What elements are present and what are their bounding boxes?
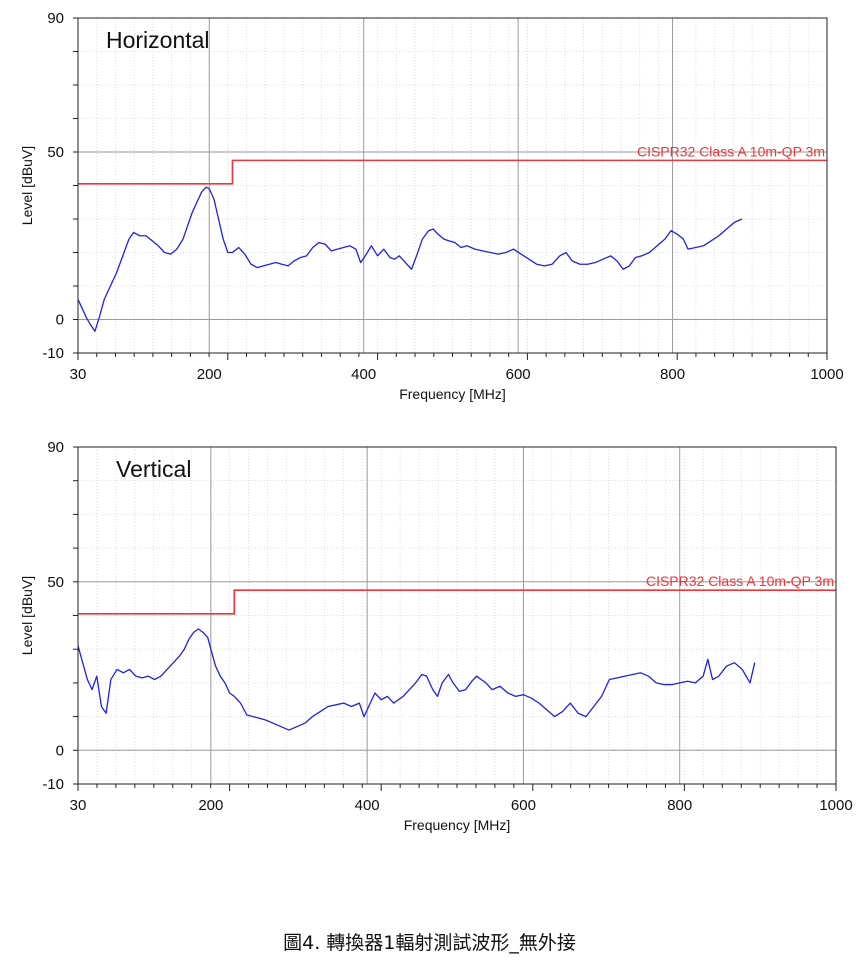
chart-1: CISPR32 Class A 10m-QP 3m 30 200 400 600 800 1… — [19, 10, 844, 402]
y-tick-label: 0 — [56, 742, 64, 759]
y-tick-label: 50 — [47, 144, 64, 161]
x-tick-label: 1000 — [819, 797, 852, 814]
x-axis-title: Frequency [MHz] — [399, 386, 506, 402]
y-tick-label: 0 — [56, 312, 64, 329]
x-tick-label: 200 — [197, 366, 222, 383]
x-tick-label: 600 — [511, 797, 536, 814]
grid — [78, 17, 827, 353]
grid — [78, 446, 836, 784]
x-tick-label: 400 — [355, 797, 380, 814]
chart-2: CISPR32 Class A 10m-QP 3m 30 200 400 600 800 1… — [19, 439, 853, 833]
x-tick-label: 600 — [506, 366, 531, 383]
series-line — [77, 186, 743, 332]
x-tick-label: 400 — [351, 366, 376, 383]
emission-charts: CISPR32 Class A 10m-QP 3m 30 200 400 600 800 1… — [19, 10, 853, 833]
chart-title: Horizontal — [106, 27, 210, 53]
y-axis-title: Level [dBuV] — [19, 576, 35, 655]
figure-caption: 圖4. 轉換器1輻射測試波形_無外接 — [283, 932, 576, 954]
x-tick-label: 1000 — [810, 366, 843, 383]
series-line — [77, 628, 756, 731]
limit-line-label: CISPR32 Class A 10m-QP 3m — [637, 143, 825, 159]
y-tick-label: 50 — [47, 574, 64, 591]
limit-line — [78, 589, 836, 615]
x-tick-label: 30 — [70, 366, 87, 383]
y-tick-label: -10 — [42, 345, 64, 362]
y-tick-label: -10 — [42, 776, 64, 793]
y-axis-title: Level [dBuV] — [19, 146, 35, 225]
y-tick-label: 90 — [47, 439, 64, 456]
chart-title: Vertical — [116, 456, 191, 482]
x-tick-label: 30 — [70, 797, 87, 814]
x-tick-label: 800 — [667, 797, 692, 814]
x-axis-title: Frequency [MHz] — [404, 817, 511, 833]
y-tick-label: 90 — [47, 10, 64, 27]
x-tick-label: 200 — [198, 797, 223, 814]
x-tick-label: 800 — [660, 366, 685, 383]
limit-line-label: CISPR32 Class A 10m-QP 3m — [646, 573, 834, 589]
limit-line — [78, 159, 827, 185]
